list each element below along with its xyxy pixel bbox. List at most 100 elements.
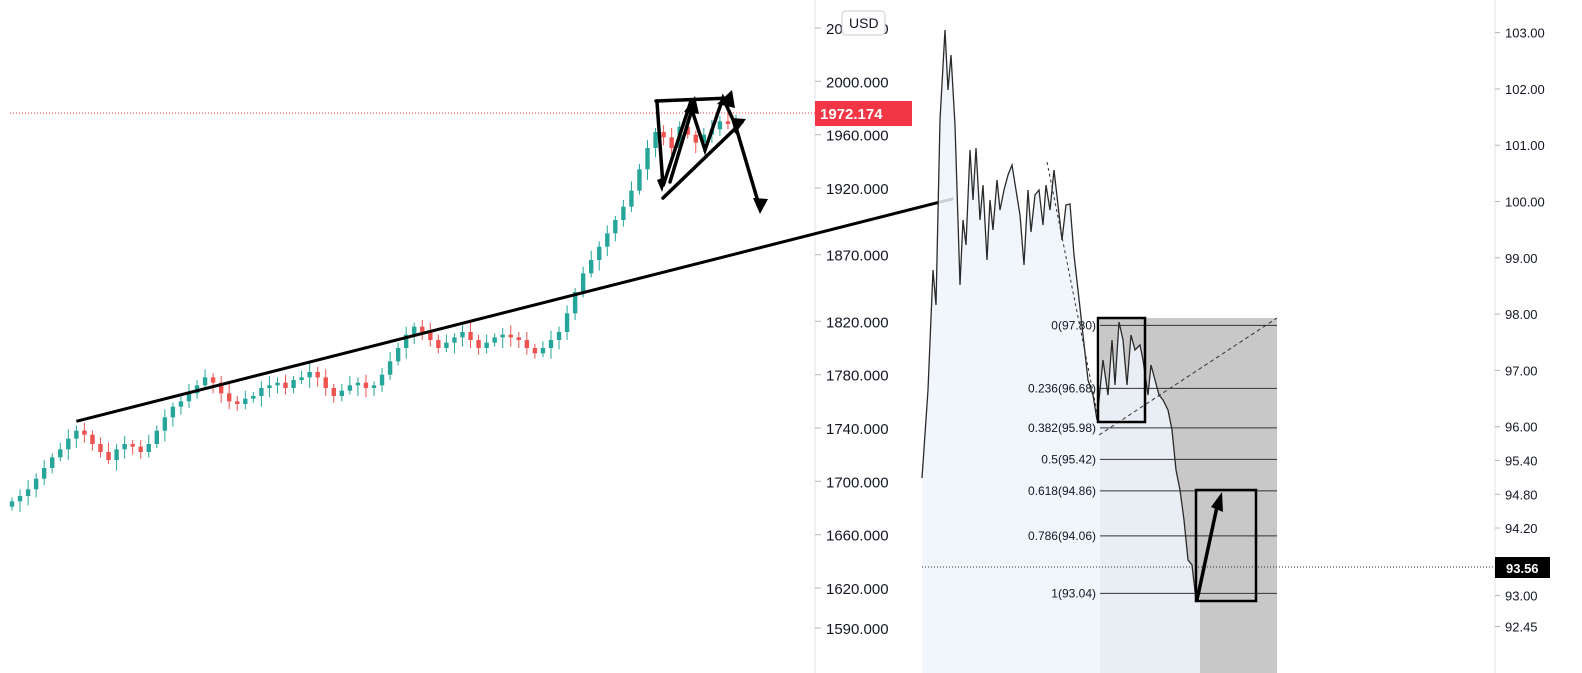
candle-body (693, 134, 698, 143)
candle-body (323, 377, 328, 388)
last-price-value: 1972.174 (820, 106, 883, 123)
inner-arrow-line (668, 104, 695, 184)
candle-body (154, 430, 159, 444)
price-area-fill (922, 30, 1200, 673)
up-arrow-line (1195, 501, 1220, 601)
candle-body (395, 348, 401, 362)
candle-body (114, 449, 119, 460)
last-price-badge: 1972.174 (815, 101, 912, 126)
candle-body (347, 385, 353, 391)
y-tick-label: 2000.000 (826, 74, 889, 91)
y-tick-label: 1660.000 (826, 528, 889, 545)
fibonacci-retracement: 0(97.80) 0.236(96.68) 0.382(95.98) 0.5(95.4… (1028, 318, 1277, 600)
candle-body (50, 457, 55, 468)
candle-body (90, 434, 95, 444)
fib-source-dashed-line (1046, 161, 1100, 423)
arrowhead-right-icon (731, 118, 746, 134)
candle-body (476, 340, 481, 348)
y-tick-label: 99.00 (1505, 251, 1538, 266)
target-box (1194, 488, 1258, 603)
left-chart-panel: 2040.0002000.0001960.0001920.0001870.000… (9, 0, 954, 673)
y-tick-label: 94.20 (1505, 521, 1538, 536)
arrowhead-up-icon (1211, 492, 1223, 512)
candle-body (484, 342, 489, 348)
candle-body (251, 396, 256, 399)
candle-body (460, 332, 465, 338)
candle-body (597, 246, 602, 260)
candle-body (717, 121, 723, 130)
candle-body (58, 449, 63, 458)
fib-level-label: 0.5(95.42) (1041, 452, 1096, 466)
candle-body (74, 430, 79, 439)
candle-body (122, 444, 127, 450)
right-price-axis: 103.00 102.00 101.00 100.00 99.00 98.00 97.00 9… (1495, 26, 1545, 635)
candle-body (548, 340, 554, 348)
price-line (921, 29, 1201, 601)
candle-body (468, 332, 473, 340)
candle-body (25, 489, 31, 496)
y-tick-label: 92.45 (1505, 620, 1538, 635)
y-tick-label: 1780.000 (826, 368, 889, 385)
candle-body (291, 380, 296, 388)
candle-body (17, 496, 23, 502)
candle-body (146, 444, 151, 452)
candle-body (572, 292, 578, 314)
candle-body (613, 220, 618, 234)
candle-body (564, 313, 570, 332)
candle-body (178, 401, 184, 407)
currency-label: USD (849, 15, 879, 31)
candle-body (685, 126, 690, 135)
candle-body (82, 430, 87, 435)
candle-body (524, 340, 530, 348)
candle-body (420, 326, 425, 332)
fib-level-label: 0(97.80) (1051, 318, 1096, 332)
arrowhead-down-icon (657, 176, 667, 192)
support-trendline (75, 197, 954, 423)
y-tick-label: 103.00 (1505, 26, 1545, 41)
candle-body (355, 382, 361, 386)
y-tick-label: 1590.000 (826, 621, 889, 638)
y-tick-label: 1920.000 (826, 181, 889, 198)
y-tick-label: 1960.000 (826, 128, 889, 145)
candle-body (661, 132, 666, 138)
y-tick-label: 94.80 (1505, 487, 1538, 502)
candle-body (500, 334, 505, 338)
candle-body (428, 332, 433, 340)
y-tick-label: 98.00 (1505, 307, 1538, 322)
candle-body (98, 444, 103, 452)
candle-body (452, 337, 457, 343)
candle-body (170, 406, 176, 418)
candlestick-series (9, 113, 739, 512)
fib-level-label: 0.382(95.98) (1028, 421, 1096, 435)
candle-body (202, 377, 208, 386)
arrowhead-up-icon (717, 90, 735, 108)
candle-body (331, 388, 336, 396)
y-tick-label: 96.00 (1505, 420, 1538, 435)
y-tick-label: 97.00 (1505, 363, 1538, 378)
candle-body (243, 398, 248, 404)
currency-badge[interactable]: USD (841, 10, 886, 36)
right-chart-panel: 0(97.80) 0.236(96.68) 0.382(95.98) 0.5(95.4… (921, 0, 1550, 673)
candle-body (629, 190, 634, 207)
candle-body (725, 121, 731, 124)
y-tick-label: 1620.000 (826, 581, 889, 598)
y-tick-label: 1700.000 (826, 474, 889, 491)
candle-body (444, 342, 449, 348)
y-tick-label: 1740.000 (826, 421, 889, 438)
candle-body (645, 148, 650, 170)
fib-level-label: 0.618(94.86) (1028, 484, 1096, 498)
triangle-lower-line (661, 120, 744, 200)
candle-body (508, 334, 513, 338)
candle-body (516, 337, 521, 340)
y-tick-label: 1820.000 (826, 314, 889, 331)
fib-level-label: 0.786(94.06) (1028, 529, 1096, 543)
candle-body (580, 273, 586, 292)
y-tick-label: 101.00 (1505, 138, 1545, 153)
candle-body (275, 382, 280, 386)
candle-body (41, 468, 47, 479)
candle-body (701, 134, 707, 143)
candle-body (363, 382, 369, 388)
arrowhead-up-icon (684, 96, 699, 114)
candle-body (227, 393, 232, 402)
candle-body (259, 388, 264, 396)
